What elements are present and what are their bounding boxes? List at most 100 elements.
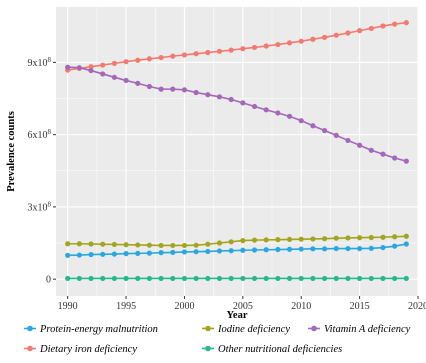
data-point-other-nutritional-deficiencies <box>240 275 246 282</box>
data-point-dietary-iron-deficiency <box>380 23 386 29</box>
data-point-protein-energy-malnutrition <box>158 250 164 256</box>
data-point-other-nutritional-deficiencies <box>181 275 188 282</box>
data-point-vitamin-a-deficiency <box>111 74 117 80</box>
data-point-iodine-deficiency <box>170 242 176 249</box>
legend-item: Other nutritional deficiencies <box>202 344 342 355</box>
data-point-other-nutritional-deficiencies <box>263 275 269 282</box>
data-point-protein-energy-malnutrition <box>310 246 316 252</box>
data-point-vitamin-a-deficiency <box>310 123 316 129</box>
data-point-other-nutritional-deficiencies <box>380 275 386 282</box>
y-tick-label: 0 <box>46 275 51 286</box>
data-point-vitamin-a-deficiency <box>76 65 82 71</box>
data-point-iodine-deficiency <box>146 242 153 248</box>
data-point-protein-energy-malnutrition <box>216 248 223 254</box>
data-point-protein-energy-malnutrition <box>275 246 281 253</box>
plot-panel <box>56 7 418 296</box>
data-point-vitamin-a-deficiency <box>403 158 409 164</box>
data-point-protein-energy-malnutrition <box>205 248 211 255</box>
x-tick-label: 2010 <box>291 301 311 312</box>
x-tick-label: 2020 <box>408 301 426 312</box>
data-point-protein-energy-malnutrition <box>368 245 374 251</box>
y-tick-label: 9x108 <box>28 56 52 69</box>
data-point-protein-energy-malnutrition <box>193 249 199 255</box>
data-point-dietary-iron-deficiency <box>170 53 176 59</box>
data-point-other-nutritional-deficiencies <box>286 275 293 282</box>
x-axis-title: Year <box>227 310 248 321</box>
data-point-iodine-deficiency <box>333 235 339 241</box>
data-point-dietary-iron-deficiency <box>111 60 117 66</box>
data-point-vitamin-a-deficiency <box>321 127 328 134</box>
data-point-dietary-iron-deficiency <box>368 25 374 32</box>
series-points <box>65 20 409 282</box>
data-point-iodine-deficiency <box>76 241 82 247</box>
data-point-vitamin-a-deficiency <box>146 83 153 90</box>
data-point-vitamin-a-deficiency <box>392 155 398 161</box>
data-point-iodine-deficiency <box>357 235 363 241</box>
data-point-iodine-deficiency <box>298 236 304 242</box>
data-point-protein-energy-malnutrition <box>357 245 363 252</box>
data-point-other-nutritional-deficiencies <box>170 275 176 282</box>
data-point-other-nutritional-deficiencies <box>135 275 141 282</box>
data-point-vitamin-a-deficiency <box>228 96 234 103</box>
data-point-dietary-iron-deficiency <box>298 38 304 44</box>
data-point-iodine-deficiency <box>251 237 258 243</box>
data-point-dietary-iron-deficiency <box>251 44 258 51</box>
legend-key-point <box>311 325 317 332</box>
data-point-other-nutritional-deficiencies <box>123 275 129 282</box>
data-point-protein-energy-malnutrition <box>228 248 234 254</box>
data-point-protein-energy-malnutrition <box>76 252 82 258</box>
data-point-protein-energy-malnutrition <box>181 249 188 255</box>
data-point-other-nutritional-deficiencies <box>333 275 339 282</box>
data-point-other-nutritional-deficiencies <box>345 275 351 282</box>
data-point-iodine-deficiency <box>88 241 94 247</box>
data-point-iodine-deficiency <box>158 242 164 249</box>
data-point-dietary-iron-deficiency <box>310 36 316 42</box>
data-point-protein-energy-malnutrition <box>333 245 339 252</box>
data-point-other-nutritional-deficiencies <box>368 275 374 282</box>
legend-key-point <box>27 325 33 332</box>
data-point-iodine-deficiency <box>181 242 188 249</box>
data-point-protein-energy-malnutrition <box>135 250 141 256</box>
data-point-iodine-deficiency <box>380 234 386 240</box>
y-axis-title: Prevalence counts <box>6 111 17 192</box>
data-point-vitamin-a-deficiency <box>123 77 129 84</box>
data-point-other-nutritional-deficiencies <box>275 275 281 282</box>
data-point-protein-energy-malnutrition <box>88 251 94 258</box>
data-point-protein-energy-malnutrition <box>298 246 304 252</box>
data-point-dietary-iron-deficiency <box>286 40 293 46</box>
x-tick-label: 2005 <box>233 301 253 312</box>
legend-label: Iodine deficiency <box>217 324 290 335</box>
data-point-other-nutritional-deficiencies <box>76 275 82 282</box>
data-point-vitamin-a-deficiency <box>286 113 293 119</box>
x-tick-label: 1995 <box>116 301 136 312</box>
data-point-other-nutritional-deficiencies <box>251 275 258 282</box>
data-point-protein-energy-malnutrition <box>100 251 106 257</box>
data-point-other-nutritional-deficiencies <box>158 275 164 282</box>
x-tick-label: 2000 <box>174 301 194 312</box>
data-point-iodine-deficiency <box>345 235 351 241</box>
data-point-vitamin-a-deficiency <box>100 71 106 77</box>
x-tick-label: 1990 <box>58 301 78 312</box>
data-point-iodine-deficiency <box>193 242 199 248</box>
data-point-other-nutritional-deficiencies <box>392 275 398 282</box>
data-point-iodine-deficiency <box>111 241 117 248</box>
data-point-iodine-deficiency <box>310 236 316 242</box>
data-point-dietary-iron-deficiency <box>193 51 199 57</box>
y-tick-label: 6x108 <box>28 128 52 141</box>
data-point-vitamin-a-deficiency <box>275 110 281 116</box>
data-point-dietary-iron-deficiency <box>240 46 246 52</box>
data-point-dietary-iron-deficiency <box>392 21 398 27</box>
data-point-other-nutritional-deficiencies <box>100 275 106 282</box>
data-point-iodine-deficiency <box>403 233 409 239</box>
data-point-iodine-deficiency <box>286 236 293 243</box>
legend-label: Protein-energy malnutrition <box>39 324 158 335</box>
data-point-vitamin-a-deficiency <box>65 64 71 70</box>
data-point-dietary-iron-deficiency <box>321 34 328 40</box>
data-point-vitamin-a-deficiency <box>345 137 351 144</box>
data-point-protein-energy-malnutrition <box>123 251 129 257</box>
data-point-other-nutritional-deficiencies <box>146 275 153 282</box>
legend-key-point <box>205 345 211 352</box>
data-point-vitamin-a-deficiency <box>158 86 164 92</box>
data-point-other-nutritional-deficiencies <box>403 275 409 282</box>
